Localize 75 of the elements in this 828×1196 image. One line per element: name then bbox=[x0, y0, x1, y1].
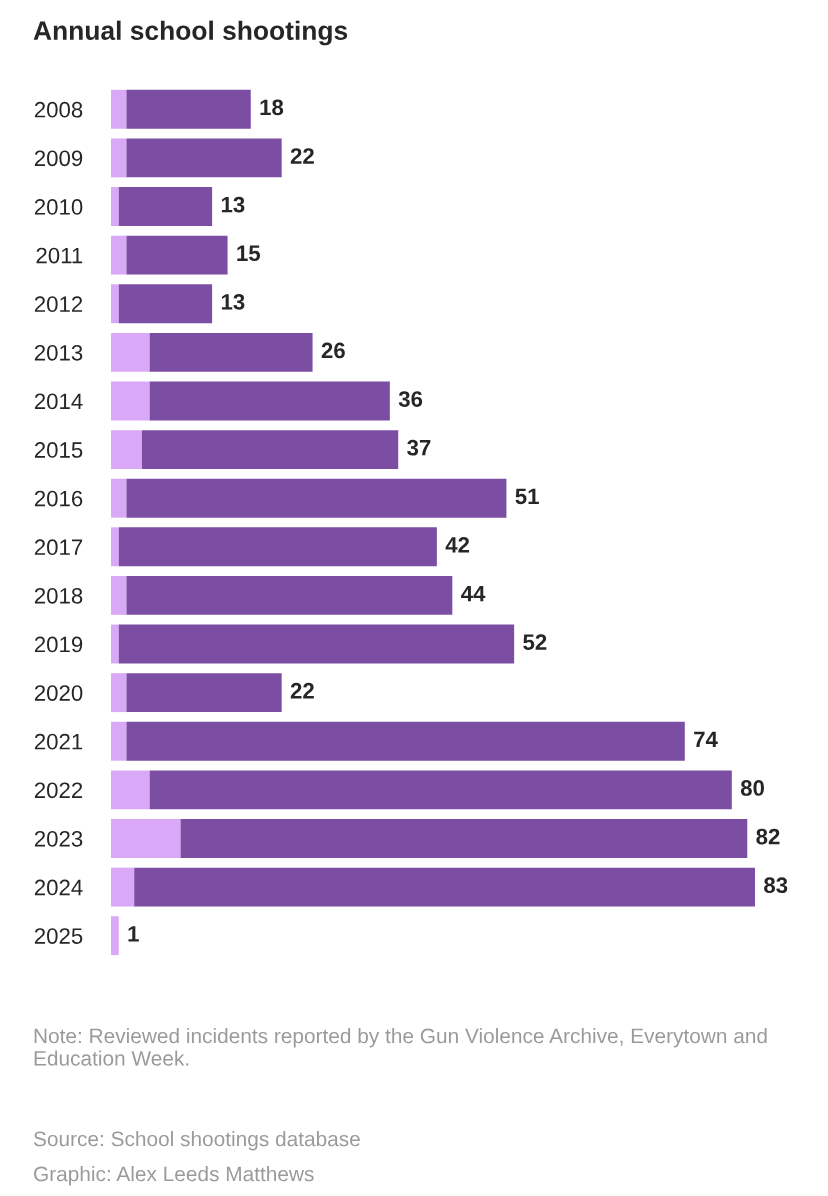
text: Note: Reviewed incidents reported by the Gun Violence Archive, Everytown and Education Week. bbox=[34, 1028, 767, 1066]
y-tick-label: 2016 bbox=[34, 490, 83, 507]
annotation: 51 bbox=[515, 488, 539, 505]
annotation: 36 bbox=[398, 391, 423, 407]
bar bbox=[111, 624, 119, 664]
bar bbox=[111, 89, 127, 129]
bar bbox=[180, 819, 748, 858]
bar bbox=[118, 527, 437, 567]
bar bbox=[111, 916, 119, 956]
annotation: 74 bbox=[694, 731, 718, 747]
annotation: 52 bbox=[523, 634, 547, 650]
bar bbox=[126, 89, 251, 129]
bar bbox=[111, 527, 119, 567]
bar bbox=[111, 770, 150, 810]
y-tick-label: 2011 bbox=[36, 247, 83, 264]
bar bbox=[126, 721, 685, 761]
bar bbox=[111, 235, 127, 275]
bar bbox=[111, 187, 119, 226]
y-tick-label: 2019 bbox=[34, 636, 83, 653]
bar bbox=[118, 624, 515, 664]
annotation: 26 bbox=[321, 342, 345, 359]
y-tick-label: 2020 bbox=[34, 685, 83, 701]
annotation: 37 bbox=[407, 439, 431, 456]
annotation: 22 bbox=[290, 148, 314, 164]
bar bbox=[111, 478, 127, 518]
annotation: 13 bbox=[221, 293, 245, 310]
y-tick-label: 2018 bbox=[34, 587, 83, 604]
bar bbox=[149, 381, 390, 421]
y-tick-label: 2010 bbox=[34, 199, 83, 215]
bar bbox=[149, 770, 732, 810]
annotation: 1 bbox=[128, 926, 139, 942]
y-tick-label: 2024 bbox=[34, 879, 83, 896]
y-tick-label: 2012 bbox=[34, 296, 83, 313]
annotation: 80 bbox=[740, 780, 764, 796]
y-tick-label: 2009 bbox=[34, 150, 83, 167]
y-tick-label: 2015 bbox=[34, 442, 83, 458]
bar bbox=[118, 187, 213, 226]
bar bbox=[111, 673, 127, 713]
y-tick-label: 2017 bbox=[34, 539, 83, 556]
chart-title: Annual school shootings bbox=[33, 20, 348, 46]
bar bbox=[111, 575, 127, 615]
source-note: Source: School shootings database bbox=[33, 1131, 360, 1151]
y-tick-label: 2022 bbox=[34, 782, 83, 799]
bar bbox=[111, 284, 119, 324]
y-tick-label: 2014 bbox=[34, 393, 83, 410]
bar bbox=[126, 575, 453, 615]
bar bbox=[126, 478, 507, 518]
annotation: 83 bbox=[764, 877, 788, 894]
bar bbox=[118, 284, 213, 324]
bar bbox=[111, 381, 150, 421]
y-tick-label: 2008 bbox=[34, 101, 83, 118]
bar bbox=[141, 430, 399, 470]
annotation: 13 bbox=[221, 196, 245, 213]
y-tick-label: 2013 bbox=[34, 344, 83, 361]
bar bbox=[111, 867, 135, 907]
bar bbox=[111, 721, 127, 761]
bar bbox=[126, 673, 282, 713]
annotation: 42 bbox=[445, 537, 470, 553]
bar bbox=[126, 138, 282, 178]
bar bbox=[111, 819, 181, 858]
bar bbox=[111, 430, 142, 470]
annotation: 82 bbox=[756, 828, 780, 845]
y-tick-label: 2025 bbox=[34, 928, 83, 944]
annotation: 22 bbox=[290, 682, 314, 699]
bar bbox=[111, 138, 127, 178]
annotation: 18 bbox=[260, 99, 284, 116]
bar bbox=[149, 332, 313, 372]
bar bbox=[111, 332, 150, 372]
text: Graphic: Alex Leeds Matthews bbox=[34, 1166, 314, 1186]
y-tick-label: 2023 bbox=[34, 831, 83, 847]
annotation: 44 bbox=[461, 585, 486, 602]
y-tick-label: 2021 bbox=[34, 733, 83, 750]
bar bbox=[126, 235, 228, 275]
annotation: 15 bbox=[237, 245, 261, 262]
bar bbox=[134, 867, 755, 907]
